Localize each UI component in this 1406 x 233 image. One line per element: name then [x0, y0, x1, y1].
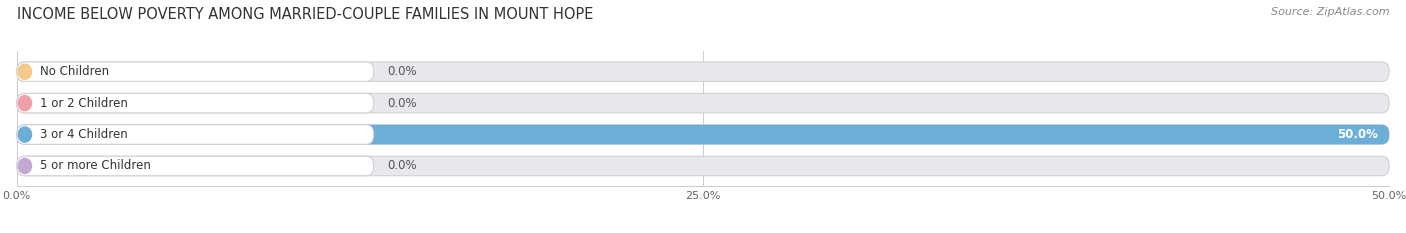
- FancyBboxPatch shape: [17, 62, 374, 81]
- Text: 50.0%: 50.0%: [1337, 128, 1378, 141]
- FancyBboxPatch shape: [17, 125, 374, 144]
- Text: 1 or 2 Children: 1 or 2 Children: [39, 97, 128, 110]
- FancyBboxPatch shape: [32, 127, 228, 143]
- Text: 3 or 4 Children: 3 or 4 Children: [39, 128, 128, 141]
- FancyBboxPatch shape: [17, 93, 374, 113]
- Circle shape: [18, 158, 31, 174]
- Text: Source: ZipAtlas.com: Source: ZipAtlas.com: [1271, 7, 1389, 17]
- FancyBboxPatch shape: [32, 95, 228, 111]
- FancyBboxPatch shape: [17, 156, 1389, 176]
- Text: 0.0%: 0.0%: [388, 159, 418, 172]
- FancyBboxPatch shape: [17, 125, 1389, 144]
- Text: No Children: No Children: [39, 65, 108, 78]
- Circle shape: [18, 96, 31, 111]
- Text: 0.0%: 0.0%: [388, 65, 418, 78]
- FancyBboxPatch shape: [32, 158, 228, 174]
- FancyBboxPatch shape: [17, 125, 1389, 144]
- Circle shape: [18, 64, 31, 79]
- FancyBboxPatch shape: [17, 62, 1389, 81]
- Text: INCOME BELOW POVERTY AMONG MARRIED-COUPLE FAMILIES IN MOUNT HOPE: INCOME BELOW POVERTY AMONG MARRIED-COUPL…: [17, 7, 593, 22]
- FancyBboxPatch shape: [32, 64, 228, 80]
- FancyBboxPatch shape: [17, 93, 1389, 113]
- FancyBboxPatch shape: [17, 156, 374, 176]
- Text: 5 or more Children: 5 or more Children: [39, 159, 150, 172]
- Text: 0.0%: 0.0%: [388, 97, 418, 110]
- Circle shape: [18, 127, 31, 142]
